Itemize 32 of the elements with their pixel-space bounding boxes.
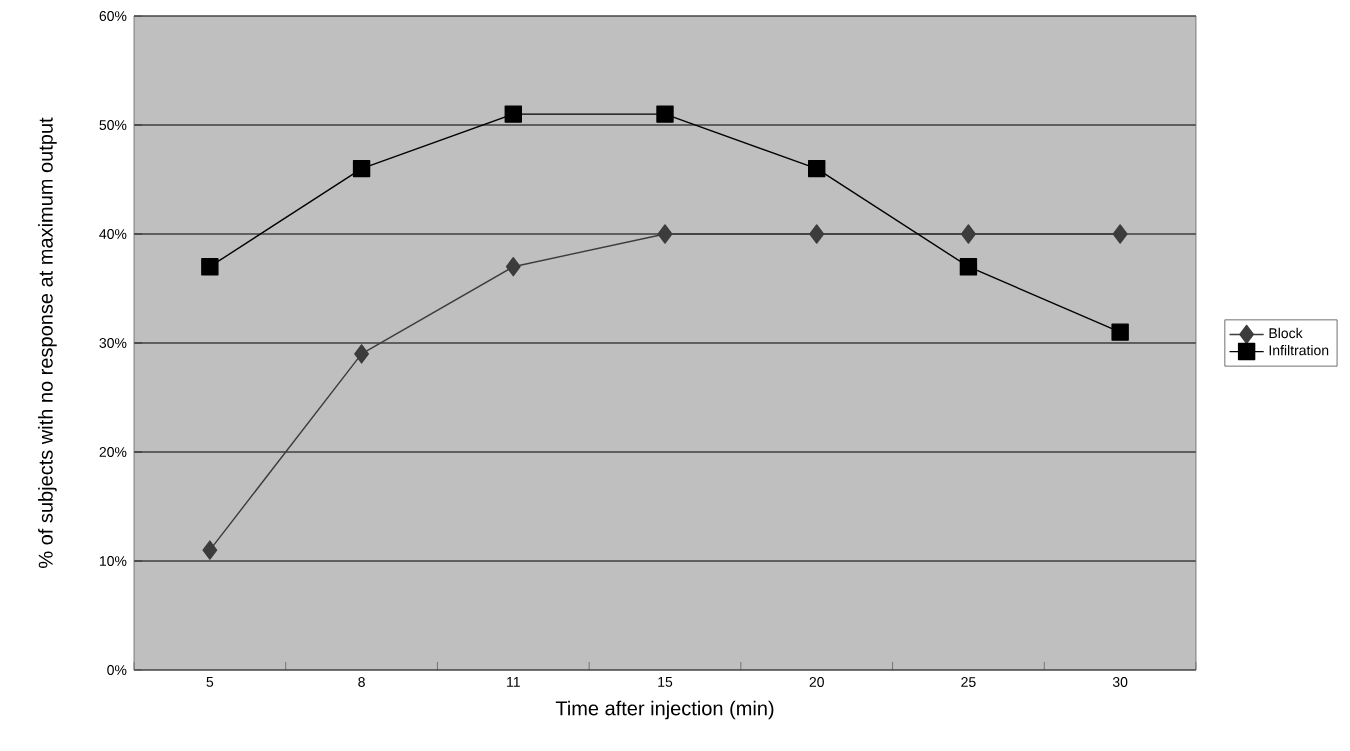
x-tick-label: 11 — [507, 677, 520, 687]
point — [960, 224, 976, 244]
point — [809, 224, 825, 244]
point — [352, 159, 371, 178]
x-tick-label: 25 — [961, 677, 976, 687]
point — [808, 159, 826, 178]
point — [656, 105, 674, 123]
y-tick-label: 10% — [99, 556, 127, 566]
point — [202, 540, 218, 560]
x-tick-label: 15 — [658, 677, 673, 687]
x-tick-label: 30 — [1112, 677, 1128, 687]
point — [505, 257, 521, 277]
point — [354, 344, 370, 364]
y-tick-label: 30% — [99, 338, 127, 348]
point — [504, 105, 522, 123]
y-tick-label: 0% — [107, 665, 127, 675]
x-tick-label: 20 — [809, 677, 824, 687]
y-tick-label: 40% — [99, 229, 127, 239]
point — [657, 224, 673, 244]
point — [201, 258, 219, 276]
y-axis-title: % of subjects with no response at maximum output — [38, 117, 57, 568]
x-axis-title: Time after injection (min) — [555, 700, 774, 720]
x-tick-label: 5 — [206, 677, 214, 687]
y-tick-label: 20% — [99, 447, 127, 457]
point — [1111, 323, 1129, 341]
y-tick-label: 60% — [99, 11, 127, 21]
legend-label: Block — [1269, 327, 1303, 339]
point — [1112, 224, 1128, 244]
point — [959, 258, 978, 276]
y-tick-label: 50% — [99, 120, 127, 130]
x-tick-label: 8 — [358, 677, 365, 687]
legend-label: Infiltration — [1269, 345, 1329, 356]
